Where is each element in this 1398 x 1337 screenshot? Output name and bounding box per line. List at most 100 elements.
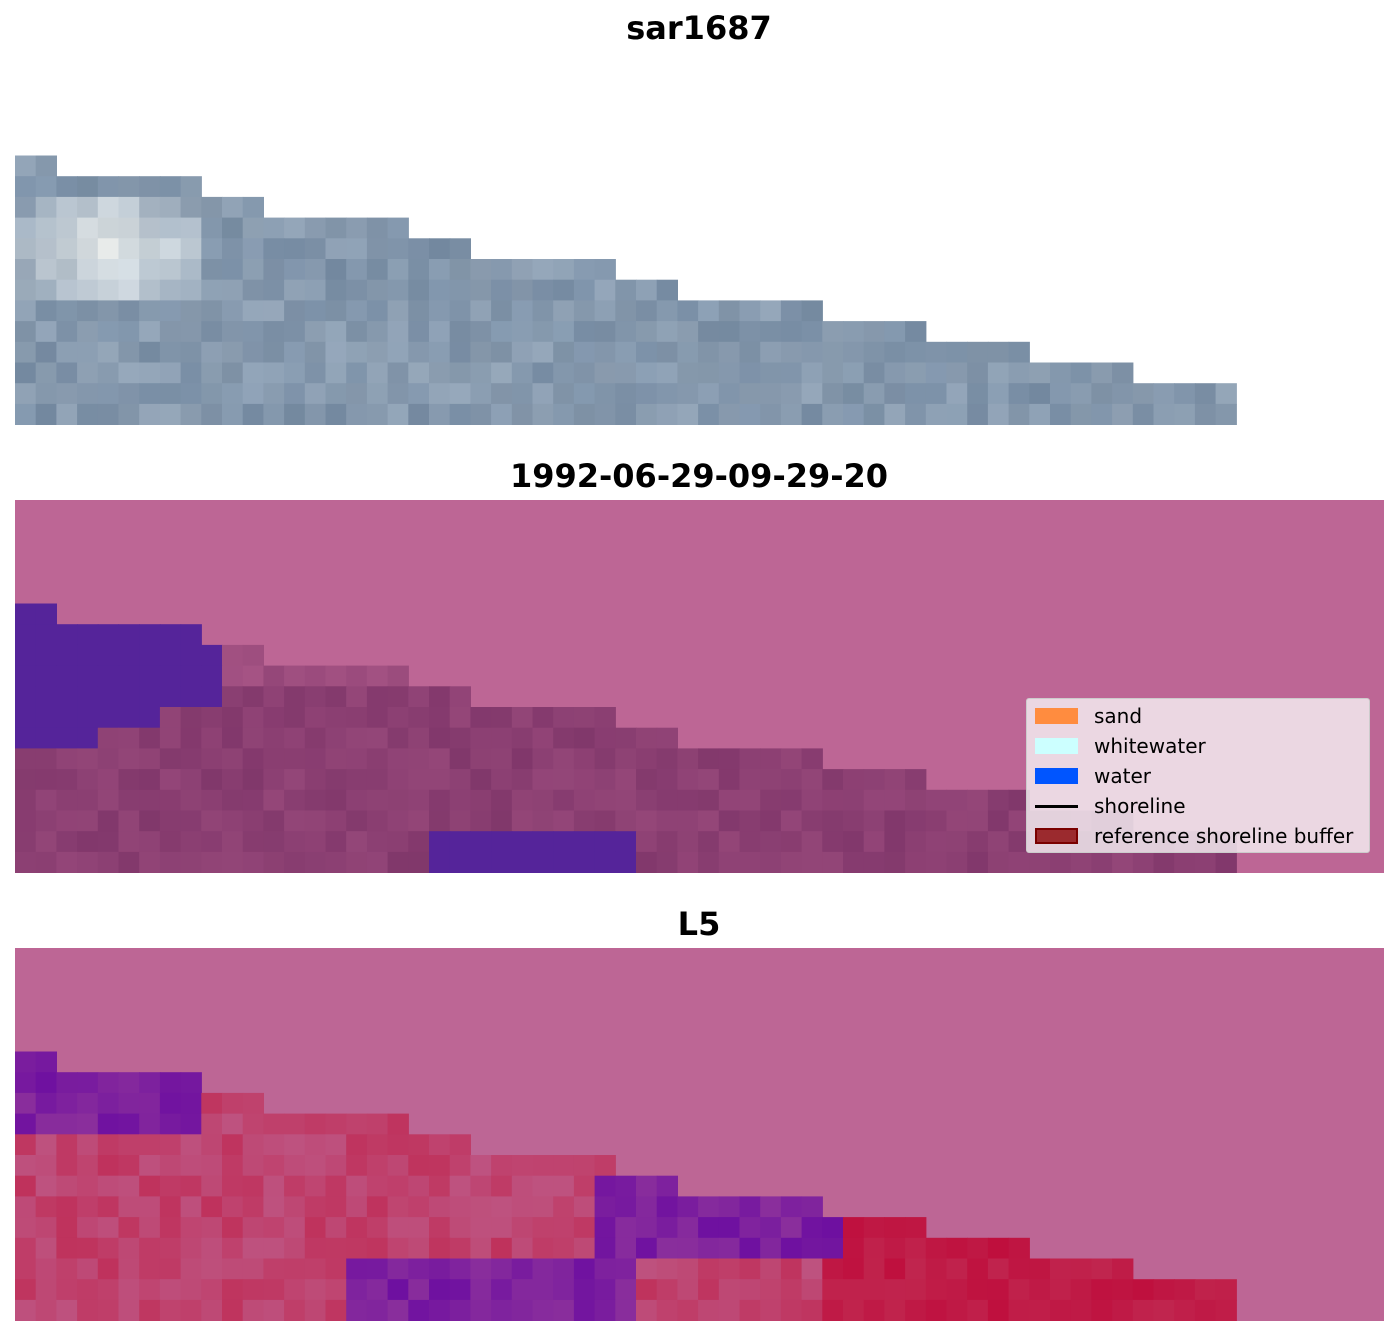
overlay-pixel bbox=[594, 789, 616, 812]
overlay-pixel bbox=[760, 851, 782, 873]
image-pixel bbox=[677, 383, 699, 405]
probability-pixel bbox=[429, 1299, 451, 1321]
probability-pixel bbox=[284, 1299, 306, 1321]
satellite-image-panel bbox=[15, 52, 1384, 425]
overlay-pixel bbox=[118, 831, 140, 853]
probability-pixel bbox=[636, 1175, 658, 1197]
overlay-pixel bbox=[284, 727, 306, 749]
probability-pixel bbox=[118, 1175, 140, 1197]
overlay-pixel bbox=[822, 851, 844, 873]
overlay-pixel bbox=[284, 769, 306, 791]
probability-pixel bbox=[97, 1092, 120, 1115]
overlay-pixel bbox=[15, 644, 37, 667]
overlay-pixel bbox=[863, 789, 885, 812]
overlay-pixel bbox=[15, 748, 37, 770]
image-pixel bbox=[967, 362, 989, 384]
probability-pixel bbox=[573, 1175, 596, 1197]
image-pixel bbox=[594, 362, 616, 384]
image-pixel bbox=[56, 403, 78, 425]
probability-pixel bbox=[553, 1279, 575, 1301]
image-pixel bbox=[843, 321, 865, 343]
image-pixel bbox=[656, 362, 678, 384]
image-pixel bbox=[718, 300, 741, 322]
probability-pixel bbox=[242, 1113, 264, 1135]
overlay-pixel bbox=[698, 831, 720, 853]
image-pixel bbox=[304, 321, 327, 343]
overlay-pixel bbox=[698, 769, 720, 791]
image-pixel bbox=[201, 279, 223, 301]
overlay-pixel bbox=[304, 789, 327, 812]
probability-pixel bbox=[925, 1237, 948, 1260]
overlay-pixel bbox=[1132, 851, 1155, 873]
overlay-pixel bbox=[139, 665, 161, 687]
overlay-pixel bbox=[387, 831, 409, 853]
overlay-pixel bbox=[532, 727, 554, 749]
image-pixel bbox=[449, 341, 471, 364]
overlay-pixel bbox=[925, 851, 948, 873]
image-pixel bbox=[35, 300, 57, 322]
probability-pixel bbox=[1008, 1279, 1030, 1301]
image-pixel bbox=[470, 279, 492, 301]
probability-pixel bbox=[139, 1092, 161, 1115]
overlay-pixel bbox=[511, 707, 534, 729]
probability-pixel bbox=[346, 1217, 368, 1239]
probability-pixel bbox=[56, 1196, 78, 1218]
overlay-pixel bbox=[780, 789, 803, 812]
probability-pixel bbox=[615, 1299, 637, 1321]
probability-pixel bbox=[905, 1217, 927, 1239]
probability-pixel bbox=[718, 1237, 741, 1260]
image-pixel bbox=[967, 383, 989, 405]
overlay-pixel bbox=[366, 769, 389, 791]
image-pixel bbox=[201, 362, 223, 384]
image-pixel bbox=[470, 259, 492, 281]
probability-pixel bbox=[532, 1175, 554, 1197]
image-pixel bbox=[118, 321, 140, 343]
overlay-pixel bbox=[180, 624, 202, 646]
overlay-pixel bbox=[429, 707, 451, 729]
image-pixel bbox=[718, 321, 741, 343]
overlay-pixel bbox=[139, 707, 161, 729]
probability-pixel bbox=[822, 1237, 844, 1260]
overlay-pixel bbox=[491, 707, 513, 729]
overlay-pixel bbox=[863, 851, 885, 873]
overlay-pixel bbox=[242, 686, 264, 708]
image-pixel bbox=[366, 341, 389, 364]
image-pixel bbox=[180, 279, 202, 301]
probability-pixel bbox=[242, 1155, 264, 1177]
overlay-pixel bbox=[843, 810, 865, 832]
probability-pixel bbox=[284, 1217, 306, 1239]
overlay-pixel bbox=[201, 851, 223, 873]
overlay-pixel bbox=[159, 769, 182, 791]
image-pixel bbox=[222, 217, 244, 239]
overlay-pixel bbox=[56, 686, 78, 708]
overlay-pixel bbox=[77, 665, 99, 687]
overlay-pixel bbox=[97, 707, 120, 729]
legend-label: whitewater bbox=[1094, 734, 1206, 758]
overlay-pixel bbox=[242, 644, 264, 667]
probability-pixel bbox=[594, 1217, 616, 1239]
image-pixel bbox=[553, 259, 575, 281]
image-pixel bbox=[718, 341, 741, 364]
image-pixel bbox=[801, 300, 823, 322]
probability-pixel bbox=[491, 1299, 513, 1321]
image-pixel bbox=[511, 300, 534, 322]
image-pixel bbox=[242, 259, 264, 281]
probability-pixel bbox=[843, 1217, 865, 1239]
overlay-pixel bbox=[1194, 851, 1217, 873]
image-pixel bbox=[222, 362, 244, 384]
image-pixel bbox=[242, 321, 264, 343]
overlay-pixel bbox=[1050, 851, 1072, 873]
probability-pixel bbox=[118, 1072, 140, 1094]
probability-pixel bbox=[636, 1237, 658, 1260]
overlay-pixel bbox=[346, 769, 368, 791]
overlay-pixel bbox=[449, 748, 471, 770]
overlay-pixel bbox=[1112, 851, 1134, 873]
overlay-pixel bbox=[222, 686, 244, 708]
image-pixel bbox=[636, 279, 658, 301]
probability-pixel bbox=[1029, 1299, 1051, 1321]
probability-image bbox=[15, 948, 1384, 1321]
probability-pixel bbox=[35, 1155, 57, 1177]
overlay-pixel bbox=[118, 810, 140, 832]
overlay-pixel bbox=[615, 831, 637, 853]
probability-pixel bbox=[387, 1134, 409, 1156]
